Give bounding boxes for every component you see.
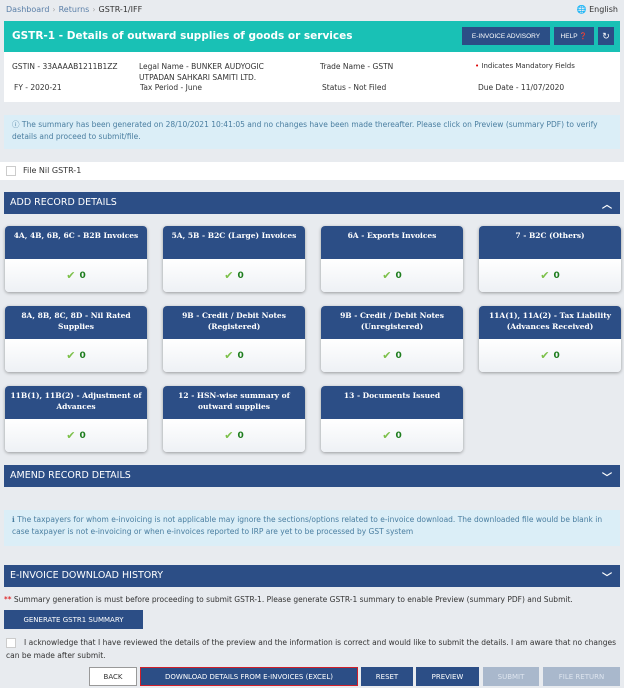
section-tile[interactable]: 11B(1), 11B(2) - Adjustment of Advances ✔… (5, 386, 147, 452)
tile-title: 11B(1), 11B(2) - Adjustment of Advances (5, 386, 147, 419)
refresh-button[interactable]: ↻ (598, 27, 614, 45)
section-tile[interactable]: 9B - Credit / Debit Notes (Registered) ✔ 0 (163, 306, 305, 372)
reset-button[interactable]: RESET (361, 667, 413, 686)
tile-title: 7 - B2C (Others) (479, 226, 621, 259)
file-return-button[interactable]: FILE RETURN (543, 667, 620, 686)
tile-title: 13 - Documents Issued (321, 386, 463, 419)
due-date: Due Date - 11/07/2020 (478, 83, 565, 92)
tile-count: 0 (553, 350, 560, 361)
tile-count: 0 (237, 430, 244, 441)
einvoice-alert: ℹ The taxpayers for whom e-invoicing is … (4, 510, 620, 546)
add-record-header[interactable]: ADD RECORD DETAILS ︿ (4, 192, 620, 214)
section-tile[interactable]: 13 - Documents Issued ✔ 0 (321, 386, 463, 452)
tile-count: 0 (237, 270, 244, 281)
fy: FY - 2020-21 (14, 83, 62, 92)
section-tile[interactable]: 7 - B2C (Others) ✔ 0 (479, 226, 621, 292)
check-circle-icon: ✔ (540, 269, 550, 282)
tile-title: 5A, 5B - B2C (Large) Invoices (163, 226, 305, 259)
tile-title: 9B - Credit / Debit Notes (Unregistered) (321, 306, 463, 339)
tile-count: 0 (79, 350, 86, 361)
tile-count: 0 (395, 350, 402, 361)
amend-record-header[interactable]: AMEND RECORD DETAILS ﹀ (4, 465, 620, 487)
acknowledge-checkbox[interactable] (6, 638, 16, 648)
tile-title: 4A, 4B, 6B, 6C - B2B Invoices (5, 226, 147, 259)
tile-title: 8A, 8B, 8C, 8D - Nil Rated Supplies (5, 306, 147, 339)
legal-name-cont: UTPADAN SAHKARI SAMITI LTD. (139, 73, 257, 82)
tile-count: 0 (79, 430, 86, 441)
acknowledge-row: I acknowledge that I have reviewed the d… (6, 636, 618, 662)
submit-button[interactable]: SUBMIT (483, 667, 539, 686)
tile-count: 0 (553, 270, 560, 281)
tile-title: 11A(1), 11A(2) - Tax Liability (Advances… (479, 306, 621, 339)
amend-record-title: AMEND RECORD DETAILS (10, 470, 131, 481)
language-selector[interactable]: 🌐 English (577, 5, 618, 14)
page-header: GSTR-1 - Details of outward supplies of … (4, 21, 620, 52)
section-tile[interactable]: 11A(1), 11A(2) - Tax Liability (Advances… (479, 306, 621, 372)
check-circle-icon: ✔ (540, 349, 550, 362)
return-info: GSTIN - 33AAAAB1211B1ZZ Legal Name - BUN… (4, 52, 620, 102)
summary-note: ** Summary generation is must before pro… (4, 595, 573, 604)
preview-button[interactable]: PREVIEW (416, 667, 479, 686)
mandatory-note: • Indicates Mandatory Fields (475, 62, 575, 70)
einvoice-history-header[interactable]: E-INVOICE DOWNLOAD HISTORY ﹀ (4, 565, 620, 587)
gstin: GSTIN - 33AAAAB1211B1ZZ (12, 62, 118, 71)
section-tile[interactable]: 5A, 5B - B2C (Large) Invoices ✔ 0 (163, 226, 305, 292)
trade-name: Trade Name - GSTN (320, 62, 394, 71)
section-tile[interactable]: 12 - HSN-wise summary of outward supplie… (163, 386, 305, 452)
einvoice-history-title: E-INVOICE DOWNLOAD HISTORY (10, 570, 164, 581)
chevron-up-icon: ︿ (602, 200, 612, 211)
check-circle-icon: ✔ (224, 429, 234, 442)
add-record-title: ADD RECORD DETAILS (10, 197, 117, 208)
summary-alert: ⓘ The summary has been generated on 28/1… (4, 115, 620, 149)
legal-name: Legal Name - BUNKER AUDYOGIC (139, 62, 264, 71)
help-label: HELP (560, 32, 578, 40)
tile-title: 6A - Exports Invoices (321, 226, 463, 259)
check-circle-icon: ✔ (382, 349, 392, 362)
tax-period: Tax Period - June (140, 83, 202, 92)
tile-title: 9B - Credit / Debit Notes (Registered) (163, 306, 305, 339)
breadcrumb-dashboard[interactable]: Dashboard (6, 5, 50, 14)
tile-count: 0 (79, 270, 86, 281)
file-nil-checkbox[interactable] (6, 166, 16, 176)
breadcrumb: Dashboard › Returns › GSTR-1/IFF (6, 5, 143, 14)
info-icon: ℹ (12, 515, 15, 524)
back-button[interactable]: BACK (89, 667, 137, 686)
chevron-down-icon: ﹀ (602, 573, 612, 584)
chevron-down-icon: ﹀ (602, 473, 612, 484)
refresh-icon: ↻ (602, 30, 610, 41)
globe-icon: 🌐 (576, 5, 587, 14)
status: Status - Not Filed (322, 83, 387, 92)
check-circle-icon: ✔ (66, 349, 76, 362)
info-icon: ⓘ (12, 120, 20, 129)
help-icon: ❓ (579, 33, 588, 40)
e-invoice-advisory-button[interactable]: E-INVOICE ADVISORY (462, 27, 550, 45)
acknowledge-text: I acknowledge that I have reviewed the d… (6, 638, 617, 660)
tile-count: 0 (237, 350, 244, 361)
section-tile[interactable]: 4A, 4B, 6B, 6C - B2B Invoices ✔ 0 (5, 226, 147, 292)
tile-title: 12 - HSN-wise summary of outward supplie… (163, 386, 305, 419)
section-tile[interactable]: 6A - Exports Invoices ✔ 0 (321, 226, 463, 292)
tile-count: 0 (395, 270, 402, 281)
help-button[interactable]: HELP ❓ (554, 27, 594, 45)
section-tile[interactable]: 8A, 8B, 8C, 8D - Nil Rated Supplies ✔ 0 (5, 306, 147, 372)
check-circle-icon: ✔ (382, 429, 392, 442)
download-einvoices-button[interactable]: DOWNLOAD DETAILS FROM E-INVOICES (EXCEL) (140, 667, 358, 686)
language-label: English (589, 5, 618, 14)
section-tile[interactable]: 9B - Credit / Debit Notes (Unregistered)… (321, 306, 463, 372)
breadcrumb-current: GSTR-1/IFF (98, 5, 143, 14)
check-circle-icon: ✔ (382, 269, 392, 282)
tile-count: 0 (395, 430, 402, 441)
breadcrumb-returns[interactable]: Returns (58, 5, 90, 14)
check-circle-icon: ✔ (66, 429, 76, 442)
check-circle-icon: ✔ (66, 269, 76, 282)
generate-summary-button[interactable]: GENERATE GSTR1 SUMMARY (4, 610, 143, 629)
check-circle-icon: ✔ (224, 349, 234, 362)
file-nil-label: File Nil GSTR-1 (23, 166, 82, 175)
page-title: GSTR-1 - Details of outward supplies of … (12, 30, 353, 42)
file-nil-row: File Nil GSTR-1 (0, 162, 624, 180)
check-circle-icon: ✔ (224, 269, 234, 282)
